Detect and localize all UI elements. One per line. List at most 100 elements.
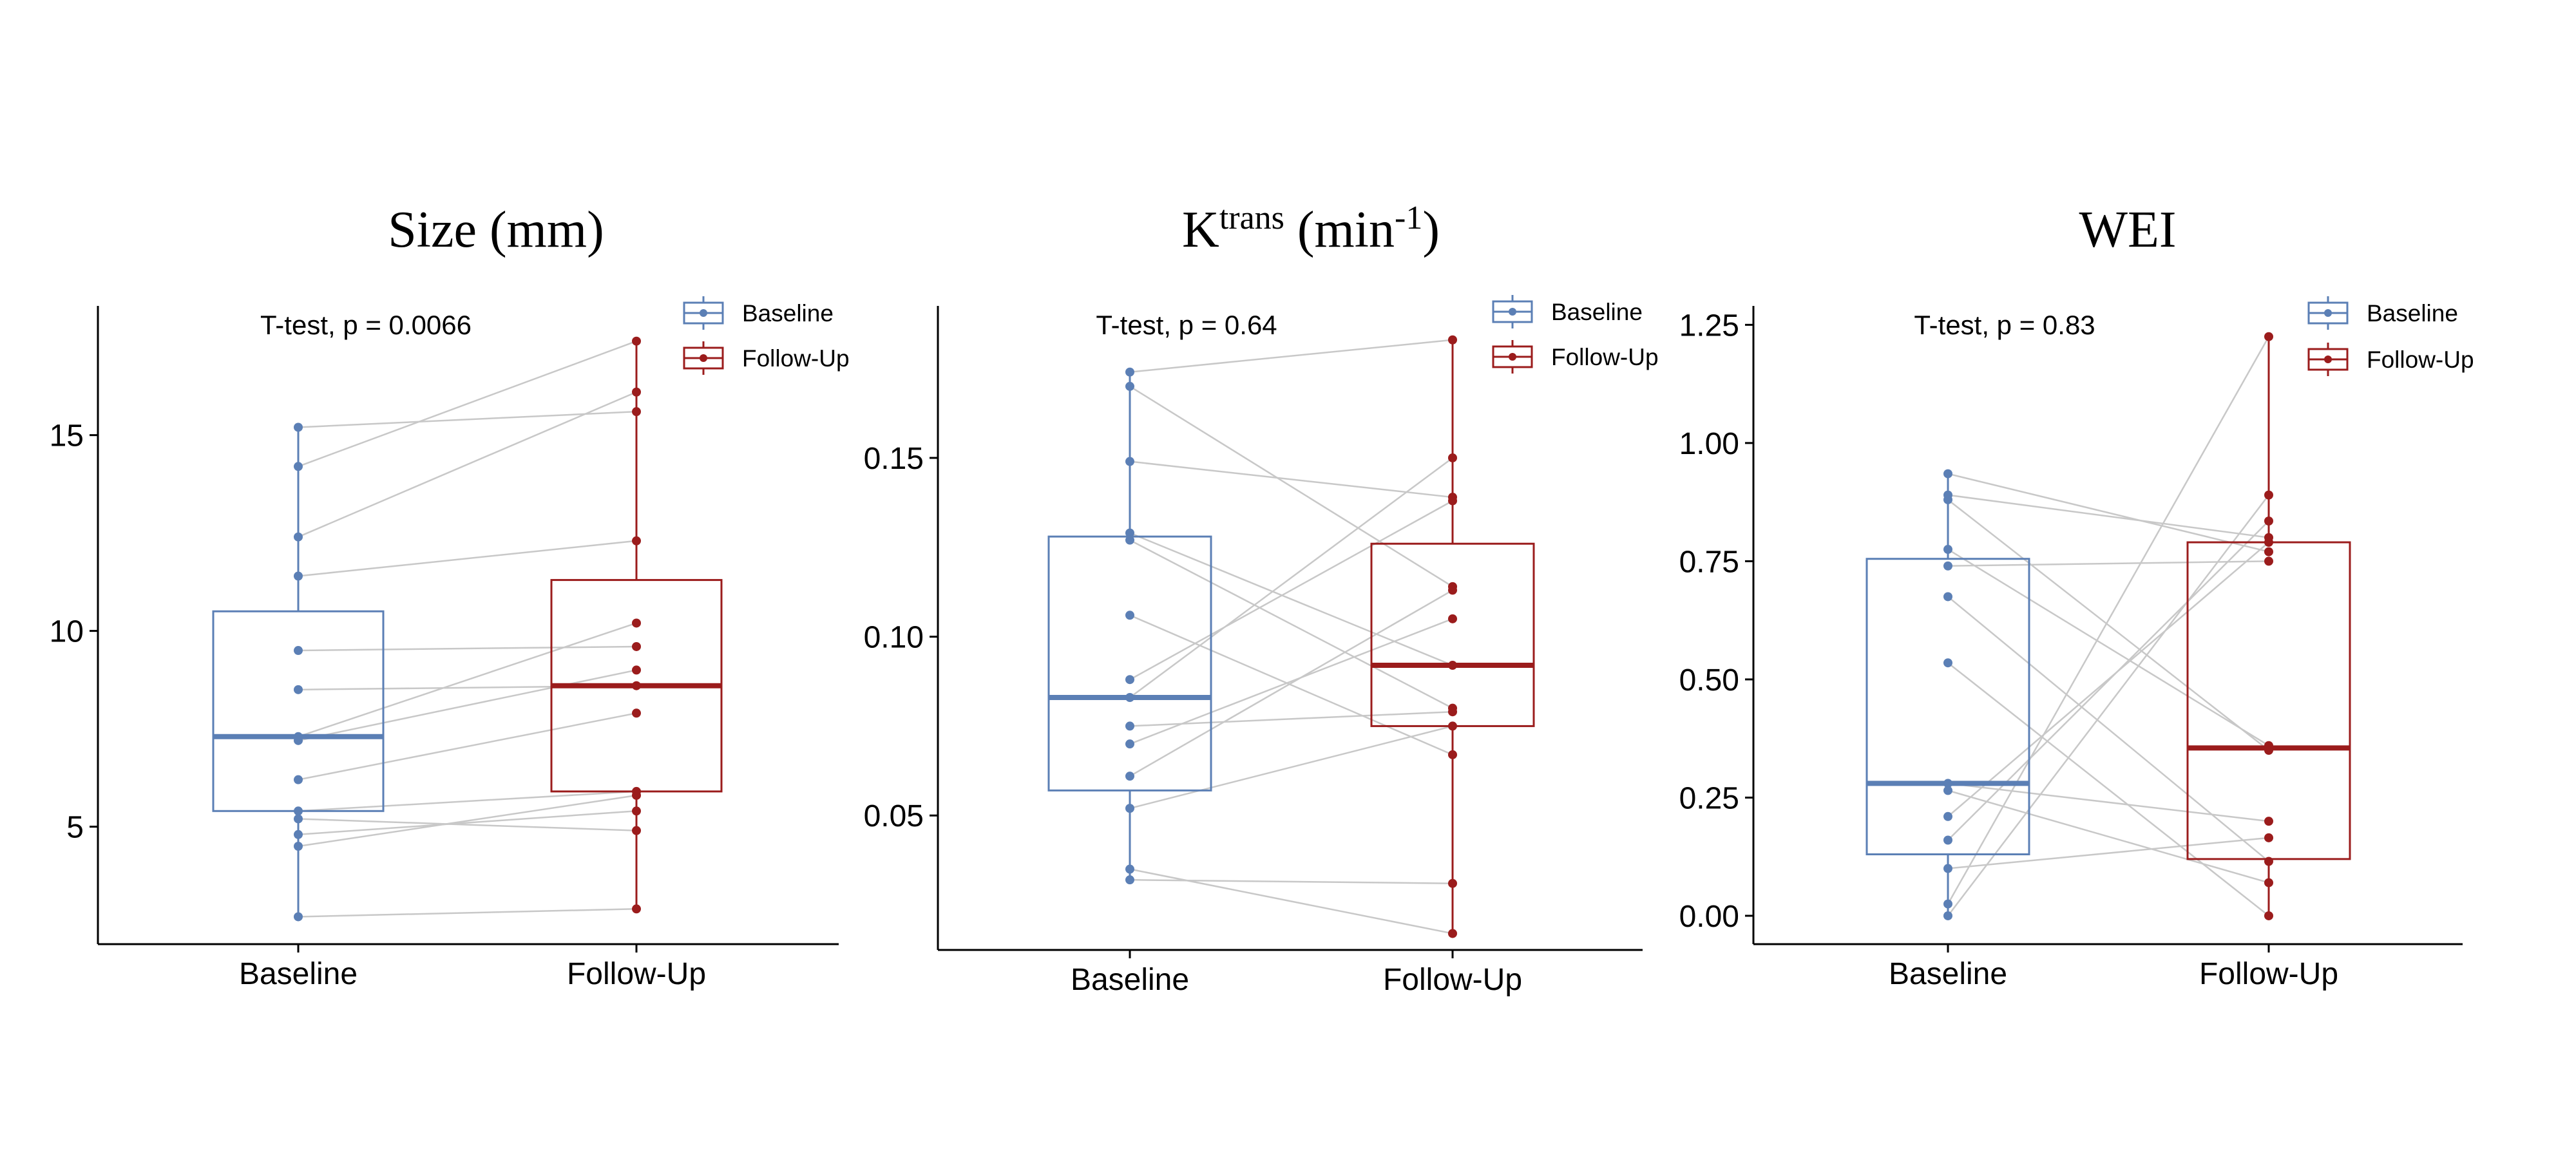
pair-line [1129,460,1453,498]
data-point [1125,367,1134,377]
pair-line [1129,532,1453,667]
legend: Baseline Follow-Up [2307,296,2474,376]
data-point [1448,585,1457,595]
data-point [294,422,303,432]
box-group [1865,332,2351,920]
panel-title: WEI [2079,202,2176,258]
legend-label-baseline: Baseline [742,300,834,327]
box-group [212,336,723,922]
pair-line [298,790,637,812]
data-point [1125,804,1134,813]
data-point [632,618,641,628]
data-point [1125,772,1134,781]
data-point [1943,658,1952,668]
y-tick-label: 0.10 [864,621,924,655]
pair-line [298,540,637,577]
x-tick-label: Follow-Up [567,957,706,991]
panel-ktrans: Ktrans (min-1) T-test, p = 0.64 0.05 0.10… [864,200,1659,997]
data-point [1448,661,1457,670]
legend-label-baseline: Baseline [2367,300,2458,327]
data-point [1943,469,1952,479]
pair-line [1947,473,2269,553]
y-tick-label: 0.05 [864,799,924,833]
y-tick-label: 10 [50,615,84,649]
data-point [294,830,303,839]
data-point [1125,864,1134,874]
panel-wei: WEI T-test, p = 0.83 0.00 0.25 0.50 0.75 1.0… [1679,202,2474,991]
data-point [294,735,303,745]
pair-lines [298,340,637,918]
panel-size: Size (mm) T-test, p = 0.0066 5 10 15 Basel… [50,202,850,991]
data-point [294,462,303,471]
pair-line [298,391,637,538]
pair-line [1129,385,1453,587]
data-point [2264,878,2273,887]
data-point [632,407,641,417]
annotation: T-test, p = 0.64 [1096,310,1277,340]
pair-line [298,794,637,848]
legend-key-point [1509,308,1516,316]
data-point [1943,495,1952,504]
box [1865,558,2030,856]
pair-line [1947,494,2269,916]
y-tick-label: 1.00 [1679,427,1739,461]
title-sup: trans [1219,200,1284,236]
legend-key-baseline [683,296,724,330]
data-point [1943,899,1952,909]
y-ticks: 0.00 0.25 0.50 0.75 1.00 1.25 [1679,308,1753,934]
pair-line [1947,596,2269,862]
pair-line [298,645,637,652]
legend: Baseline Follow-Up [1492,295,1659,374]
pair-line [1129,618,1453,745]
data-point [294,571,303,581]
legend-label-followup: Follow-Up [742,345,850,372]
data-point [1943,811,1952,821]
legend-key-point [2324,309,2332,317]
pair-lines [1129,339,1453,934]
data-point [1448,878,1457,888]
data-point [632,826,641,835]
data-point [632,790,641,800]
box-group [1047,335,1535,938]
data-point [632,904,641,914]
data-point [1125,721,1134,731]
pair-line [1129,539,1453,709]
data-point [1448,496,1457,506]
pair-line [1129,725,1453,810]
data-point [1125,675,1134,685]
pair-line [298,908,637,918]
legend-key-baseline [1492,295,1533,328]
pair-line [1947,790,2269,884]
legend-key-baseline [2307,296,2349,330]
y-tick-label: 0.15 [864,442,924,476]
pair-line [1129,878,1453,884]
y-tick-label: 0.00 [1679,900,1739,934]
pair-line [298,712,637,781]
pair-lines [1947,336,2270,916]
legend: Baseline Follow-Up [683,296,850,375]
legend-key-followup [1492,340,1533,374]
pair-line [298,669,637,742]
pair-line [1947,662,2269,916]
pair-line [298,410,637,428]
y-ticks: 0.05 0.10 0.15 [864,442,938,833]
data-point [1125,528,1134,538]
data-point [1448,929,1457,938]
data-point [1943,561,1952,571]
box [1047,535,1212,792]
data-point [294,646,303,656]
data-point [1125,692,1134,702]
data-point [1448,750,1457,759]
x-ticks: Baseline Follow-Up [1889,944,2338,991]
pair-line [1129,457,1453,698]
data-point [294,685,303,694]
data-point [2264,556,2273,566]
title-main: K [1182,202,1219,258]
legend-key-followup [683,341,724,375]
pair-line [1947,782,2269,822]
data-point [2264,833,2273,842]
legend-label-followup: Follow-Up [1551,344,1659,370]
data-point [2264,817,2273,826]
pair-line [1947,520,2269,841]
